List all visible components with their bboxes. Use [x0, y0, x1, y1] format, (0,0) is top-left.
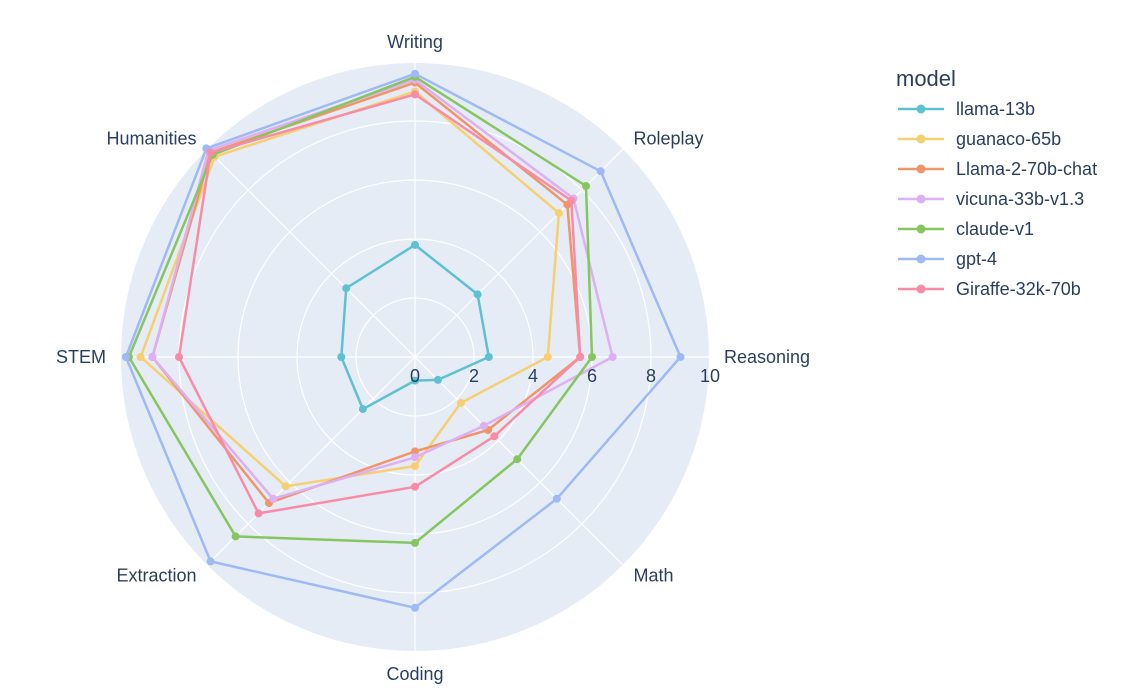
data-point	[411, 462, 419, 471]
angular-axis-labels: Writing Roleplay Reasoning Math Coding Extrac…	[56, 32, 810, 684]
radial-tick-label: 6	[587, 366, 597, 386]
data-point	[596, 167, 605, 176]
data-point	[281, 482, 290, 491]
data-point	[484, 353, 493, 361]
legend-swatch-marker	[916, 194, 926, 204]
legend-items: llama-13b guanaco-65b Llama-2-70b-chat vicu…	[898, 99, 1097, 299]
data-point	[411, 376, 419, 385]
data-point	[231, 532, 240, 541]
data-point	[576, 353, 585, 361]
data-point	[676, 353, 685, 361]
radial-tick-label: 10	[700, 366, 720, 386]
data-point	[554, 209, 563, 218]
series-llama-13b	[337, 240, 493, 414]
data-point	[411, 538, 419, 547]
data-point	[206, 148, 215, 157]
grid-spoke	[205, 147, 416, 358]
data-point	[513, 455, 522, 464]
legend-item[interactable]: gpt-4	[898, 249, 997, 269]
legend-swatch-marker	[916, 164, 926, 174]
grid-spoke	[414, 147, 625, 358]
data-point	[456, 398, 465, 407]
legend-item[interactable]: claude-v1	[898, 219, 1034, 239]
data-point	[567, 196, 576, 205]
data-point	[269, 494, 278, 503]
legend-label: Llama-2-70b-chat	[956, 159, 1097, 179]
data-point	[552, 494, 561, 503]
legend-item[interactable]: Giraffe-32k-70b	[898, 279, 1081, 299]
axis-label-writing: Writing	[387, 32, 443, 52]
legend-label: claude-v1	[956, 219, 1034, 239]
axis-label-reasoning: Reasoning	[724, 347, 810, 367]
legend-label: Giraffe-32k-70b	[956, 279, 1081, 299]
data-point	[411, 90, 419, 99]
axis-label-humanities: Humanities	[106, 129, 196, 149]
outer-ring	[119, 61, 711, 653]
legend-swatch-marker	[916, 134, 926, 144]
legend-title: model	[896, 66, 956, 91]
axis-label-coding: Coding	[386, 664, 443, 684]
data-point	[175, 353, 183, 361]
data-point	[411, 240, 419, 249]
axis-label-roleplay: Roleplay	[634, 129, 704, 149]
axis-label-stem: STEM	[56, 347, 106, 367]
polar-grid	[119, 61, 711, 653]
data-point	[411, 447, 419, 456]
data-point	[411, 453, 419, 462]
grid-spoke	[205, 356, 416, 567]
data-point	[337, 353, 346, 361]
data-point	[342, 284, 351, 293]
radial-tick-label: 0	[410, 366, 420, 386]
data-point	[358, 405, 367, 414]
data-point	[254, 509, 263, 518]
legend-label: gpt-4	[956, 249, 997, 269]
data-point	[473, 290, 482, 299]
data-point	[411, 482, 419, 491]
legend-swatch-marker	[916, 284, 926, 294]
data-point	[136, 353, 145, 361]
legend-swatch-marker	[916, 254, 926, 264]
legend-item[interactable]: guanaco-65b	[898, 129, 1061, 149]
legend-label: vicuna-33b-v1.3	[956, 189, 1084, 209]
data-point	[121, 353, 130, 361]
data-point	[608, 353, 617, 361]
data-point	[148, 353, 157, 361]
data-point	[411, 69, 419, 78]
radial-tick-labels: 0 2 4 6 8 10	[410, 366, 720, 386]
radial-tick-label: 2	[469, 366, 479, 386]
axis-label-math: Math	[634, 566, 674, 586]
legend-item[interactable]: vicuna-33b-v1.3	[898, 189, 1084, 209]
legend-swatch-marker	[916, 104, 926, 114]
legend-label: llama-13b	[956, 99, 1035, 119]
series-gpt-4	[121, 69, 685, 612]
data-point	[411, 603, 419, 612]
legend-item[interactable]: llama-13b	[898, 99, 1035, 119]
data-point	[543, 353, 552, 361]
axis-label-extraction: Extraction	[116, 566, 196, 586]
data-point	[479, 421, 488, 430]
legend: model llama-13b guanaco-65b Llama-2-70b-ch…	[896, 66, 1097, 299]
data-point	[582, 182, 590, 190]
legend-item[interactable]: Llama-2-70b-chat	[898, 159, 1097, 179]
radial-tick-label: 4	[528, 366, 538, 386]
series-vicuna-33b-v1.3	[148, 75, 617, 503]
data-point	[490, 432, 499, 441]
series-Giraffe-32k-70b	[175, 90, 585, 518]
series-layer	[121, 69, 685, 612]
legend-swatch-marker	[916, 224, 926, 234]
data-point	[206, 557, 215, 566]
data-point	[588, 353, 596, 361]
data-point	[433, 375, 442, 384]
radial-tick-label: 8	[646, 366, 656, 386]
legend-label: guanaco-65b	[956, 129, 1061, 149]
